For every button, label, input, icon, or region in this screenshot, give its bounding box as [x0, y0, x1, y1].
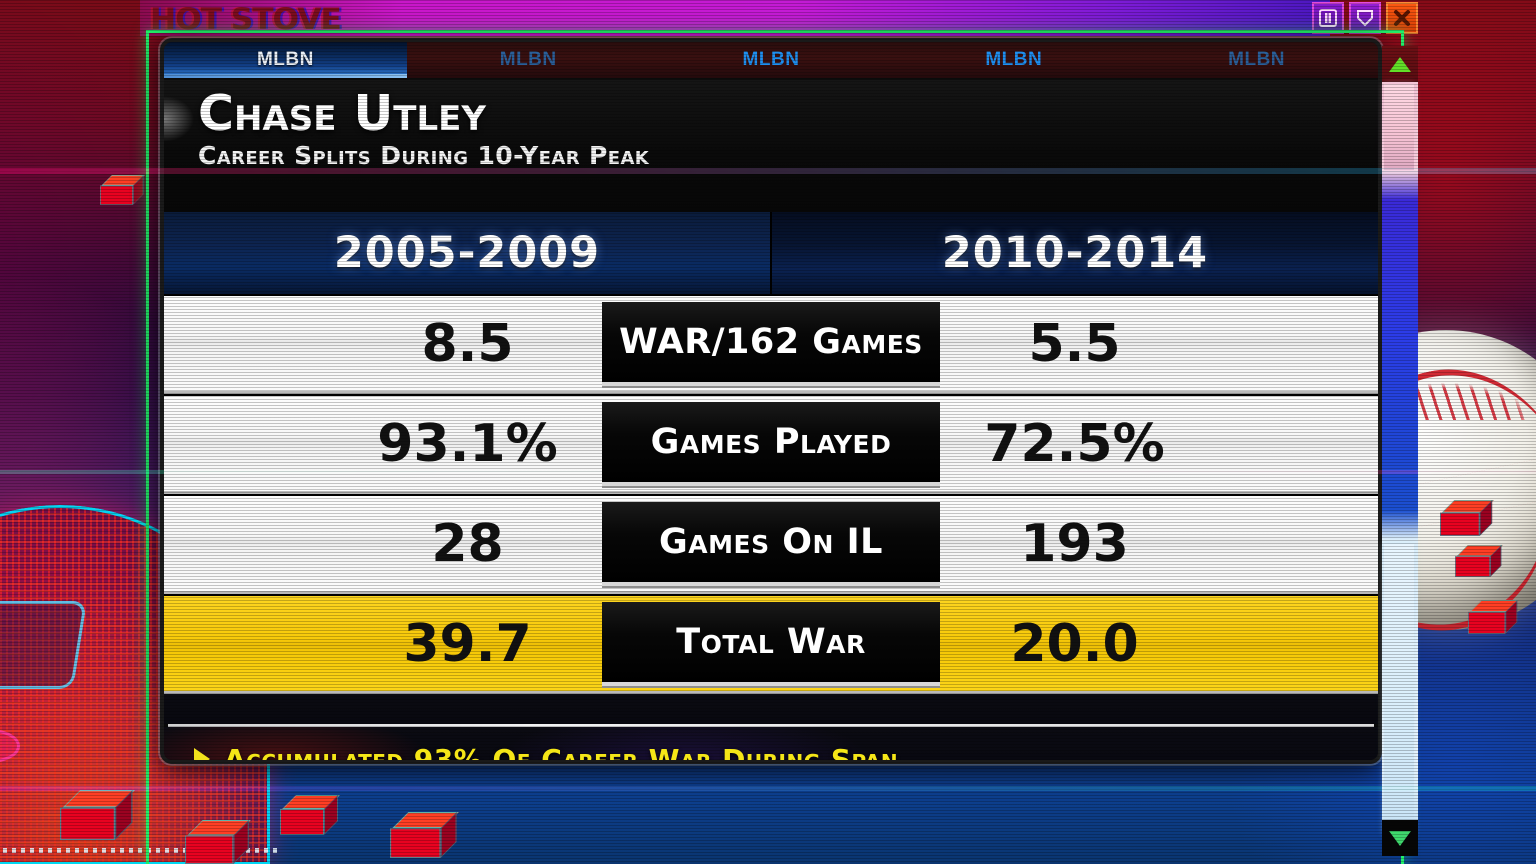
- footer-separator: [168, 724, 1374, 727]
- tab-mlbn-3[interactable]: MLBN: [650, 42, 893, 78]
- tab-label: MLBN: [742, 49, 800, 70]
- chevron-up-icon: [1389, 56, 1411, 72]
- scrollbar-down-button[interactable]: [1382, 820, 1418, 856]
- tab-mlbn-2[interactable]: MLBN: [407, 42, 650, 78]
- close-button[interactable]: [1386, 2, 1418, 34]
- footer-text: Accumulated 93% Of Career War During Spa…: [224, 742, 899, 764]
- tab-mlbn-5[interactable]: MLBN: [1135, 42, 1378, 78]
- triangle-right-icon: [194, 748, 210, 760]
- maximize-icon: [1357, 10, 1373, 27]
- column-header-right: 2010-2014: [770, 212, 1378, 294]
- minimize-button[interactable]: [1312, 2, 1344, 34]
- chevron-down-icon: [1389, 830, 1411, 846]
- tab-label: MLBN: [256, 49, 314, 70]
- footer-note: Accumulated 93% Of Career War During Spa…: [164, 727, 1378, 764]
- table-row: 8.5 5.5 WAR/162 Games: [164, 296, 1378, 394]
- window-controls: [1312, 2, 1418, 34]
- tab-strip: MLBN MLBN MLBN MLBN MLBN: [164, 42, 1378, 80]
- tab-mlbn-4[interactable]: MLBN: [892, 42, 1135, 78]
- page-title: Chase Utley: [198, 85, 486, 142]
- dome-panel-2: [0, 729, 20, 763]
- title-shine: [164, 96, 194, 142]
- table-row: 93.1% 72.5% Games Played: [164, 396, 1378, 494]
- vertical-scrollbar[interactable]: [1382, 46, 1418, 856]
- scrollbar-up-button[interactable]: [1382, 46, 1418, 82]
- column-header-row: 2005-2009 2010-2014: [164, 212, 1378, 296]
- row-divider: [164, 594, 1378, 596]
- maximize-button[interactable]: [1349, 2, 1381, 34]
- tab-mlbn-1[interactable]: MLBN: [164, 42, 407, 78]
- close-icon: [1394, 10, 1410, 26]
- scrollbar-thumb-lower[interactable]: [1384, 544, 1414, 834]
- footer-spacer: [164, 694, 1378, 724]
- hot-stove-logo: HOT STOVE: [150, 2, 342, 36]
- column-header-left: 2005-2009: [333, 228, 601, 278]
- table-row-highlighted: 39.7 20.0 Total War: [164, 596, 1378, 694]
- dome-panel-1: [0, 601, 87, 689]
- tab-label: MLBN: [499, 49, 557, 70]
- tab-label: MLBN: [985, 49, 1043, 70]
- tab-label: MLBN: [1228, 49, 1286, 70]
- stat-metric-label: Games Played: [602, 402, 940, 482]
- stat-table: 8.5 5.5 WAR/162 Games 93.1% 72.5% Games …: [164, 296, 1378, 694]
- stat-metric-label: Total War: [602, 602, 940, 682]
- row-divider: [164, 394, 1378, 396]
- table-row: 28 193 Games On IL: [164, 496, 1378, 594]
- page-subtitle: Career Splits During 10-Year Peak: [198, 141, 650, 171]
- dome-floor-line: [0, 848, 280, 853]
- scrollbar-thumb-upper[interactable]: [1384, 84, 1414, 170]
- title-block: Chase Utley Career Splits During 10-Year…: [164, 80, 1378, 212]
- minimize-icon: [1319, 9, 1337, 27]
- stat-graphic-window: MLBN MLBN MLBN MLBN MLBN Chase Utley Car…: [160, 38, 1382, 764]
- row-divider: [164, 494, 1378, 496]
- stat-metric-label: Games On IL: [602, 502, 940, 582]
- stat-metric-label: WAR/162 Games: [602, 302, 940, 382]
